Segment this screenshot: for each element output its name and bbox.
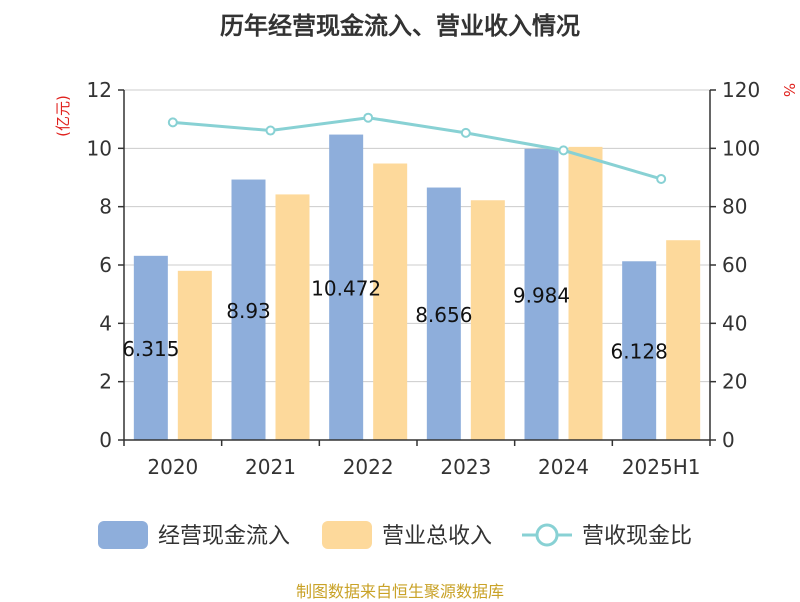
bar-revenue — [666, 240, 701, 440]
y-left-tick-label: 0 — [99, 428, 112, 452]
x-tick-label: 2024 — [538, 455, 589, 479]
y-left-unit: (亿元) — [54, 95, 72, 137]
y-right-tick-label: 60 — [722, 253, 747, 277]
ratio-point — [460, 127, 471, 138]
legend-label: 营收现金比 — [582, 524, 692, 549]
data-label: 9.984 — [513, 283, 570, 307]
bar-cash-inflow — [329, 134, 364, 441]
x-tick-label: 2023 — [440, 455, 491, 479]
x-tick-label: 2021 — [245, 455, 296, 479]
bar-group — [133, 134, 701, 441]
bar-cash-inflow — [622, 261, 657, 440]
y-right-tick-label: 120 — [722, 78, 760, 102]
legend-marker — [535, 523, 559, 547]
ratio-point — [558, 145, 569, 156]
y-right-tick-label: 40 — [722, 311, 747, 335]
legend-swatch — [98, 521, 148, 549]
y-left-tick-label: 12 — [87, 78, 112, 102]
bar-cash-inflow — [231, 179, 266, 440]
legend-swatch — [322, 521, 372, 549]
data-label: 10.472 — [311, 276, 381, 300]
y-right-tick-label: 0 — [722, 428, 735, 452]
ratio-point — [656, 173, 667, 184]
legend-label: 营业总收入 — [382, 524, 492, 549]
bar-revenue — [373, 163, 408, 440]
y-right-unit: % — [780, 83, 798, 97]
grid-lines — [124, 89, 710, 383]
y-right-tick-label: 80 — [722, 195, 747, 219]
y-left-tick-label: 4 — [99, 311, 112, 335]
bar-revenue — [568, 146, 603, 440]
data-labels: 6.315 8.93 10.472 8.656 9.984 6.128 — [122, 276, 668, 363]
source-note: 制图数据来自恒生聚源数据库 — [295, 582, 504, 601]
legend-label: 经营现金流入 — [158, 524, 290, 549]
data-label: 8.656 — [415, 303, 472, 327]
data-label: 6.128 — [611, 340, 668, 364]
x-tick-label: 2020 — [147, 455, 198, 479]
ratio-line-group — [167, 112, 667, 184]
data-label: 6.315 — [122, 337, 179, 361]
y-left-tick-label: 2 — [99, 370, 112, 394]
x-tick-label: 2025H1 — [622, 455, 701, 479]
bar-revenue — [177, 270, 212, 440]
bar-revenue — [470, 200, 505, 440]
ratio-point — [167, 117, 178, 128]
ratio-point — [265, 125, 276, 136]
x-tick-label: 2022 — [343, 455, 394, 479]
y-right-tick-label: 20 — [722, 370, 747, 394]
bar-cash-inflow — [524, 148, 559, 441]
chart-title: 历年经营现金流入、营业收入情况 — [220, 12, 580, 40]
y-left-tick-label: 6 — [99, 253, 112, 277]
data-label: 8.93 — [226, 299, 271, 323]
bar-cash-inflow — [426, 187, 461, 440]
y-left-tick-label: 10 — [87, 136, 112, 160]
ratio-line — [172, 116, 662, 181]
ratio-point — [363, 112, 374, 123]
legend: 经营现金流入 营业总收入 营收现金比 — [98, 521, 692, 549]
bar-cash-inflow — [133, 255, 168, 440]
bar-revenue — [275, 194, 310, 440]
y-left-tick-label: 8 — [99, 195, 112, 219]
y-right-tick-label: 100 — [722, 136, 760, 160]
